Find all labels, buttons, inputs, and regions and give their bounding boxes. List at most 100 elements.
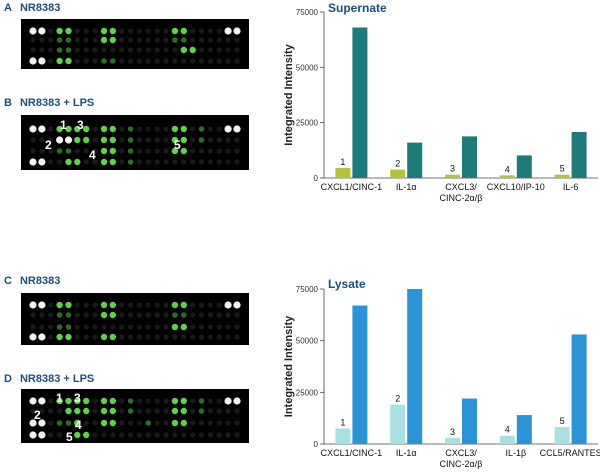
- panel-title: NR8383: [19, 2, 61, 14]
- array-spot: [119, 47, 125, 53]
- array-spot: [100, 311, 108, 319]
- array-spot: [38, 125, 46, 133]
- array-spot: [30, 148, 36, 154]
- array-spot: [48, 37, 54, 43]
- array-image-b: 1 2 3 4 5: [21, 115, 249, 170]
- array-spot: [180, 301, 187, 309]
- array-spot: [154, 37, 160, 43]
- bar-control: [445, 437, 460, 444]
- bar-lps: [407, 289, 423, 444]
- bar-number-label: 3: [450, 427, 455, 437]
- array-spot: [207, 28, 213, 34]
- array-spot: [189, 46, 196, 54]
- array-spot: [136, 432, 142, 438]
- array-marker-3: 3: [77, 118, 84, 132]
- array-spot: [154, 432, 160, 438]
- array-background: [21, 19, 249, 69]
- array-spot: [92, 334, 98, 340]
- bar-number-label: 5: [560, 164, 565, 174]
- array-spot: [83, 159, 89, 165]
- array-spot: [83, 420, 89, 426]
- array-spot: [92, 324, 98, 330]
- array-spot: [181, 432, 187, 438]
- array-spot: [29, 57, 37, 65]
- array-spot: [127, 148, 134, 154]
- array-spot: [38, 419, 46, 427]
- array-spot: [29, 397, 37, 405]
- array-spot: [74, 158, 81, 166]
- array-spot: [145, 312, 151, 318]
- y-tick-label: 50000: [296, 63, 319, 72]
- array-spot: [154, 47, 160, 53]
- x-category-label: IL-1α: [396, 448, 417, 458]
- array-spot: [234, 312, 240, 318]
- array-spot: [48, 432, 54, 438]
- x-category-label: CCL5/RANTES: [540, 448, 600, 458]
- array-spot: [92, 28, 98, 34]
- array-spot: [171, 419, 179, 427]
- array-spot: [101, 58, 107, 64]
- array-spot: [172, 58, 178, 64]
- array-spot: [83, 397, 90, 405]
- array-spot: [48, 148, 54, 154]
- array-spot: [56, 27, 63, 35]
- array-spot: [100, 407, 108, 415]
- array-spot: [225, 137, 231, 143]
- array-spot: [30, 312, 36, 318]
- array-spot: [127, 398, 134, 404]
- array-spot: [154, 420, 160, 426]
- chart-title: Supernate: [328, 1, 387, 15]
- array-spot: [216, 312, 222, 318]
- x-category-label: CINC-2α/β: [440, 193, 483, 203]
- array-spot: [74, 312, 80, 318]
- y-axis-label: Integrated Intensity: [283, 43, 295, 145]
- array-spot: [48, 159, 54, 165]
- array-spot: [180, 27, 187, 35]
- array-spot: [48, 324, 54, 330]
- array-spot: [64, 136, 73, 144]
- array-spot: [29, 333, 37, 341]
- array-spot: [92, 37, 98, 43]
- array-spot: [145, 432, 151, 438]
- array-spot: [180, 407, 187, 415]
- array-spot: [109, 27, 117, 35]
- array-spot: [128, 432, 134, 438]
- bar-lps: [516, 415, 532, 444]
- y-tick-label: 75000: [296, 285, 319, 294]
- array-spot: [136, 324, 142, 330]
- array-spot: [56, 397, 63, 405]
- array-spot: [163, 408, 169, 414]
- array-spot: [83, 28, 89, 34]
- array-spot: [198, 302, 205, 308]
- array-spot: [48, 334, 54, 340]
- y-tick-label: 25000: [296, 119, 319, 128]
- array-spot: [29, 158, 37, 166]
- array-spot: [127, 137, 134, 143]
- array-spot: [207, 58, 213, 64]
- array-spot: [74, 302, 80, 308]
- array-spot: [163, 28, 169, 34]
- array-spot: [163, 58, 169, 64]
- array-marker-1: 1: [60, 118, 67, 132]
- array-spot: [225, 37, 231, 43]
- array-background: [21, 293, 249, 345]
- array-spot: [225, 47, 231, 53]
- array-spot: [198, 312, 205, 318]
- chart-title: Lysate: [328, 278, 366, 291]
- array-spot: [92, 408, 98, 414]
- array-spot: [207, 159, 213, 165]
- array-image-d: 1 2 3 4 5: [21, 389, 249, 443]
- array-spot: [224, 301, 232, 309]
- bar-number-label: 1: [340, 418, 345, 428]
- array-spot: [65, 432, 72, 438]
- array-spot: [198, 420, 205, 426]
- array-spot: [136, 148, 142, 154]
- array-spot: [100, 333, 108, 341]
- bar-control: [390, 169, 406, 178]
- bar-control: [554, 174, 570, 178]
- array-spot: [225, 334, 231, 340]
- array-spot: [83, 302, 89, 308]
- bar-control: [335, 428, 351, 444]
- array-spot: [100, 36, 108, 44]
- array-spot: [225, 148, 231, 154]
